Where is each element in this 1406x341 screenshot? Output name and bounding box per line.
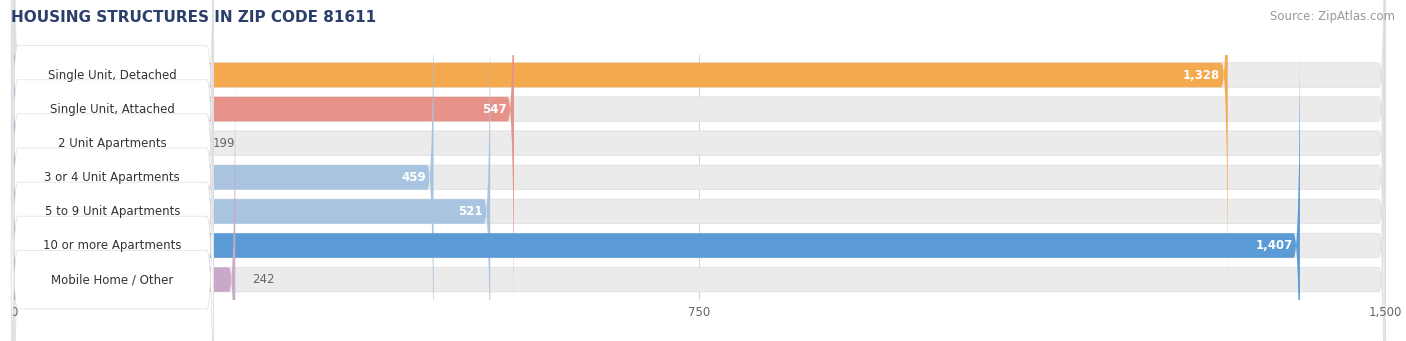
FancyBboxPatch shape [14, 19, 1301, 341]
FancyBboxPatch shape [14, 19, 1385, 341]
FancyBboxPatch shape [11, 70, 214, 341]
FancyBboxPatch shape [14, 53, 1385, 341]
FancyBboxPatch shape [14, 0, 433, 341]
FancyBboxPatch shape [11, 0, 214, 318]
Text: 547: 547 [482, 103, 506, 116]
Text: Single Unit, Attached: Single Unit, Attached [49, 103, 174, 116]
FancyBboxPatch shape [11, 2, 214, 341]
Text: HOUSING STRUCTURES IN ZIP CODE 81611: HOUSING STRUCTURES IN ZIP CODE 81611 [11, 10, 377, 25]
FancyBboxPatch shape [14, 0, 515, 336]
FancyBboxPatch shape [14, 0, 1385, 341]
FancyBboxPatch shape [14, 0, 1385, 336]
FancyBboxPatch shape [14, 0, 1385, 341]
FancyBboxPatch shape [14, 0, 1385, 341]
Text: 199: 199 [212, 137, 235, 150]
Text: Source: ZipAtlas.com: Source: ZipAtlas.com [1270, 10, 1395, 23]
Text: 242: 242 [252, 273, 274, 286]
Text: 459: 459 [402, 171, 426, 184]
FancyBboxPatch shape [14, 0, 1385, 301]
Text: 5 to 9 Unit Apartments: 5 to 9 Unit Apartments [45, 205, 180, 218]
FancyBboxPatch shape [11, 0, 214, 284]
Text: 3 or 4 Unit Apartments: 3 or 4 Unit Apartments [45, 171, 180, 184]
Text: Single Unit, Detached: Single Unit, Detached [48, 69, 177, 81]
FancyBboxPatch shape [14, 0, 195, 341]
FancyBboxPatch shape [11, 0, 214, 341]
FancyBboxPatch shape [11, 0, 214, 341]
Text: 10 or more Apartments: 10 or more Apartments [44, 239, 181, 252]
FancyBboxPatch shape [11, 36, 214, 341]
Text: 2 Unit Apartments: 2 Unit Apartments [58, 137, 167, 150]
FancyBboxPatch shape [14, 0, 491, 341]
FancyBboxPatch shape [14, 0, 1227, 301]
Text: 521: 521 [458, 205, 482, 218]
Text: 1,407: 1,407 [1256, 239, 1292, 252]
Text: Mobile Home / Other: Mobile Home / Other [51, 273, 173, 286]
FancyBboxPatch shape [14, 53, 235, 341]
Text: 1,328: 1,328 [1184, 69, 1220, 81]
